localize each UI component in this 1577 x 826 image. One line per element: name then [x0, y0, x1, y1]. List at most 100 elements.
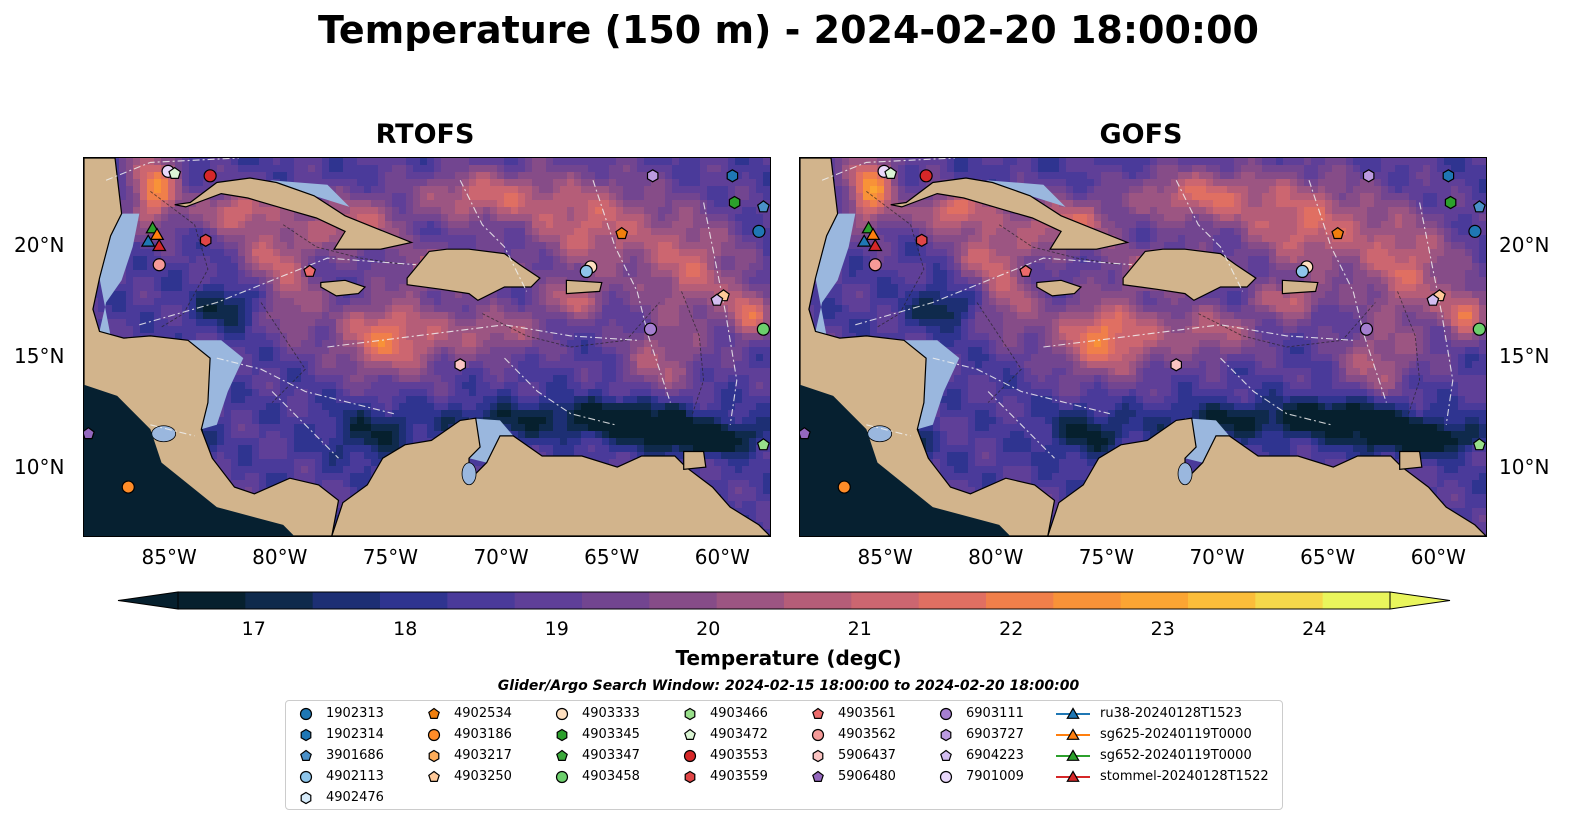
float-marker — [728, 195, 741, 210]
land-south-america — [331, 417, 770, 536]
float-marker — [579, 264, 593, 279]
legend-entry: ru38-20240128T1523 — [1056, 704, 1242, 723]
legend-label: 4903333 — [582, 706, 640, 721]
map-canvas — [800, 158, 1486, 536]
legend-marker-icon — [427, 728, 441, 741]
float-marker — [1295, 264, 1309, 279]
triangle-icon — [1066, 706, 1080, 719]
lon-tick-label: 60°W — [694, 545, 750, 569]
float-marker — [856, 234, 872, 247]
circle-icon — [811, 728, 825, 741]
legend: 1902313 1902314 3901686 4902113 4902476 49025… — [285, 700, 1283, 810]
lon-tick-label: 65°W — [584, 545, 640, 569]
legend-marker-icon — [940, 728, 952, 741]
float-marker — [1019, 264, 1033, 277]
land — [84, 158, 770, 536]
legend-label: 4903347 — [582, 748, 640, 763]
land-hispaniola — [1122, 248, 1257, 302]
lat-tick-label: 10°N — [1499, 455, 1550, 480]
colorbar-segment — [918, 592, 987, 609]
legend-entry: sg625-20240119T0000 — [1056, 725, 1252, 744]
float-marker — [865, 227, 881, 241]
legend-label: 7901009 — [966, 769, 1024, 784]
legend-marker-icon — [428, 707, 440, 719]
legend-marker-icon — [556, 749, 568, 761]
figure-title: Temperature (150 m) - 2024-02-20 18:00:0… — [317, 8, 1259, 52]
land-cuba — [174, 177, 414, 250]
colorbar-segment — [649, 592, 718, 609]
colorbar-segment — [312, 592, 381, 609]
legend-marker-icon — [1056, 706, 1090, 719]
colorbar-segment — [178, 592, 246, 609]
colorbar-tick-label: 24 — [1302, 618, 1327, 640]
float-marker — [868, 258, 882, 272]
pentagon-icon — [300, 749, 312, 761]
float-marker — [199, 233, 212, 247]
legend-entry: 3901686 — [296, 746, 384, 765]
circle-icon — [427, 728, 441, 741]
land-puerto-rico — [1281, 279, 1319, 295]
circle-icon — [555, 707, 569, 720]
legend-entry: 5906480 — [808, 767, 896, 786]
legend-label: sg652-20240119T0000 — [1100, 748, 1252, 763]
search-window-text: Glider/Argo Search Window: 2024-02-15 18… — [497, 678, 1080, 694]
legend-label: 4903561 — [838, 706, 896, 721]
triangle-icon — [1066, 769, 1080, 782]
legend-entry: 4903347 — [552, 746, 640, 765]
float-marker — [140, 234, 156, 247]
float-marker — [646, 169, 659, 183]
legend-entry: 4903562 — [808, 725, 896, 744]
land-puerto-rico — [565, 279, 603, 295]
legend-label: 6903111 — [966, 706, 1024, 721]
legend-marker-icon — [1056, 769, 1090, 782]
float-marker — [1362, 169, 1375, 183]
float-marker — [168, 166, 182, 179]
legend-entry: 4903333 — [552, 704, 640, 723]
float-marker — [837, 480, 851, 494]
legend-entry: 4903250 — [424, 767, 512, 786]
legend-label: 4903217 — [454, 748, 512, 763]
lon-tick-label: 65°W — [1300, 545, 1356, 569]
float-marker — [919, 169, 933, 183]
legend-entry: stommel-20240128T1522 — [1056, 767, 1269, 786]
colorbar-segment — [784, 592, 852, 609]
legend-label: 4903472 — [710, 727, 768, 742]
float-marker — [203, 169, 217, 183]
legend-marker-icon — [684, 728, 696, 740]
lon-tick-label: 85°W — [141, 545, 197, 569]
legend-marker-icon — [940, 749, 952, 761]
legend-label: 5906437 — [838, 748, 896, 763]
float-marker — [1442, 169, 1455, 183]
hexagon-icon — [940, 728, 952, 741]
legend-marker-icon — [684, 770, 696, 783]
float-marker — [84, 426, 95, 440]
legend-label: 6904223 — [966, 748, 1024, 763]
legend-entry: 7901009 — [936, 767, 1024, 786]
legend-entry: 4903553 — [680, 746, 768, 765]
legend-label: ru38-20240128T1523 — [1100, 706, 1243, 721]
circle-icon — [299, 707, 313, 720]
legend-entry: 5906437 — [808, 746, 896, 765]
float-marker — [756, 322, 770, 336]
triangle-icon — [1066, 727, 1080, 740]
land-jamaica — [320, 279, 367, 297]
colorbar-extend-low — [117, 591, 179, 610]
land-hispaniola — [406, 248, 541, 302]
hexagon-icon — [684, 707, 696, 720]
legend-marker-icon — [555, 770, 569, 783]
legend-entry: 1902313 — [296, 704, 384, 723]
legend-marker-icon — [812, 707, 824, 719]
colorbar-segment — [986, 592, 1054, 609]
bathymetry-contours — [866, 191, 1421, 414]
legend-label: 4903553 — [710, 748, 768, 763]
float-marker — [151, 238, 167, 252]
float-marker — [1359, 322, 1374, 336]
panel-title-rtofs: RTOFS — [375, 119, 475, 150]
lon-tick-label: 80°W — [252, 545, 308, 569]
panel-title-gofs: GOFS — [1099, 119, 1183, 150]
rtofs-map — [83, 157, 771, 537]
colorbar-tick-label: 23 — [1150, 618, 1175, 640]
legend-entry: 4902534 — [424, 704, 512, 723]
pentagon-icon — [428, 707, 440, 719]
float-marker — [643, 322, 658, 336]
